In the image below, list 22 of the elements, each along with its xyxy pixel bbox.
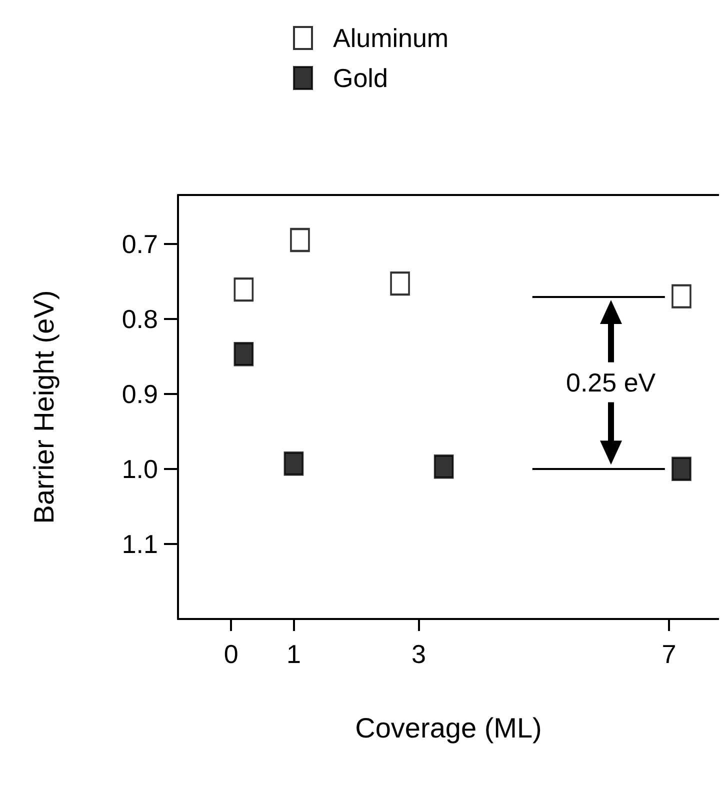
x-tick-label: 7 <box>662 639 676 669</box>
y-axis-title: Barrier Height (eV) <box>28 290 60 524</box>
point <box>290 228 310 252</box>
point <box>434 454 454 479</box>
x-axis-title: Coverage (ML) <box>355 712 542 744</box>
annotation: 0.25 eV <box>566 368 656 398</box>
point <box>390 272 410 296</box>
x-tick-label: 1 <box>286 639 301 669</box>
y-tick-label: 0.8 <box>122 304 158 334</box>
x-tick-label: 3 <box>412 639 426 669</box>
y-tick-label: 1.0 <box>122 454 158 484</box>
point <box>671 284 692 308</box>
point <box>284 452 304 476</box>
point <box>234 278 254 302</box>
point <box>234 342 254 366</box>
legend-label: Aluminum <box>333 23 449 53</box>
y-tick-label: 1.1 <box>122 528 158 559</box>
x-tick-label: 0 <box>224 639 238 669</box>
legend-label: Gold <box>333 63 388 93</box>
y-tick-label: 0.9 <box>122 378 158 409</box>
y-tick-label: 0.7 <box>122 228 158 259</box>
point <box>671 456 692 481</box>
